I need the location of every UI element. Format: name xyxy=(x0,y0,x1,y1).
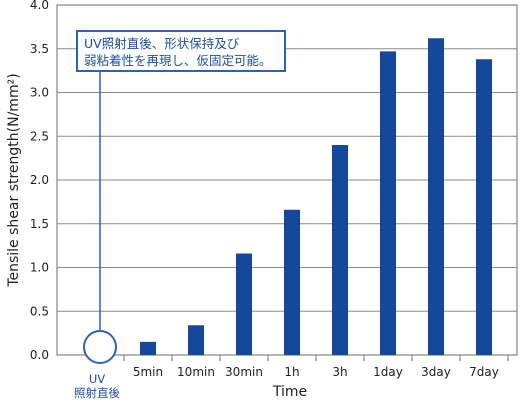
bar-3h xyxy=(332,145,348,355)
x-tick-label: 1h xyxy=(284,365,299,379)
x-tick-label: 7day xyxy=(469,365,499,379)
x-tick-label: 3day xyxy=(421,365,451,379)
uv-label-line-1: UV xyxy=(88,372,106,386)
y-tick-label: 3.5 xyxy=(30,42,49,56)
uv-label-line-2: 照射直後 xyxy=(74,386,120,400)
x-tick-label: 5min xyxy=(133,365,163,379)
y-tick-label: 2.0 xyxy=(30,173,49,187)
x-tick-label: 10min xyxy=(177,365,215,379)
y-tick-label: 3.0 xyxy=(30,86,49,100)
uv-marker-label: UV 照射直後 xyxy=(62,372,132,400)
bar-5min xyxy=(140,341,156,355)
y-tick-label: 0.5 xyxy=(30,304,49,318)
bars xyxy=(140,38,492,355)
y-axis-title: Tensile shear strength(N/mm²) xyxy=(6,73,22,287)
y-tick-label: 4.0 xyxy=(30,0,49,12)
bar-10min xyxy=(188,325,204,355)
x-axis-title: Time xyxy=(272,384,307,400)
y-tick-label: 1.0 xyxy=(30,261,49,275)
y-tick-label: 0.0 xyxy=(30,348,49,362)
annotation-line-2: 弱粘着性を再現し、仮固定可能。 xyxy=(84,53,272,68)
x-axis-ticks: 5min 10min 30min 1h 3h 1day 3day 7day xyxy=(123,355,509,379)
x-tick-label: 30min xyxy=(225,365,263,379)
x-tick-label: 3h xyxy=(332,365,347,379)
uv-marker-circle xyxy=(83,330,117,364)
y-tick-label: 2.5 xyxy=(30,129,49,143)
bar-30min xyxy=(236,253,252,355)
bar-3day xyxy=(428,38,444,355)
bar-7day xyxy=(476,59,492,355)
annotation-callout: UV照射直後、形状保持及び 弱粘着性を再現し、仮固定可能。 xyxy=(76,30,286,72)
bar-1day xyxy=(380,51,396,355)
bar-1h xyxy=(284,209,300,355)
x-tick-label: 1day xyxy=(373,365,403,379)
y-tick-label: 1.5 xyxy=(30,217,49,231)
annotation-line-1: UV照射直後、形状保持及び xyxy=(84,36,240,51)
y-axis-ticks: 0.0 0.5 1.0 1.5 2.0 2.5 3.0 3.5 4.0 xyxy=(30,0,49,362)
